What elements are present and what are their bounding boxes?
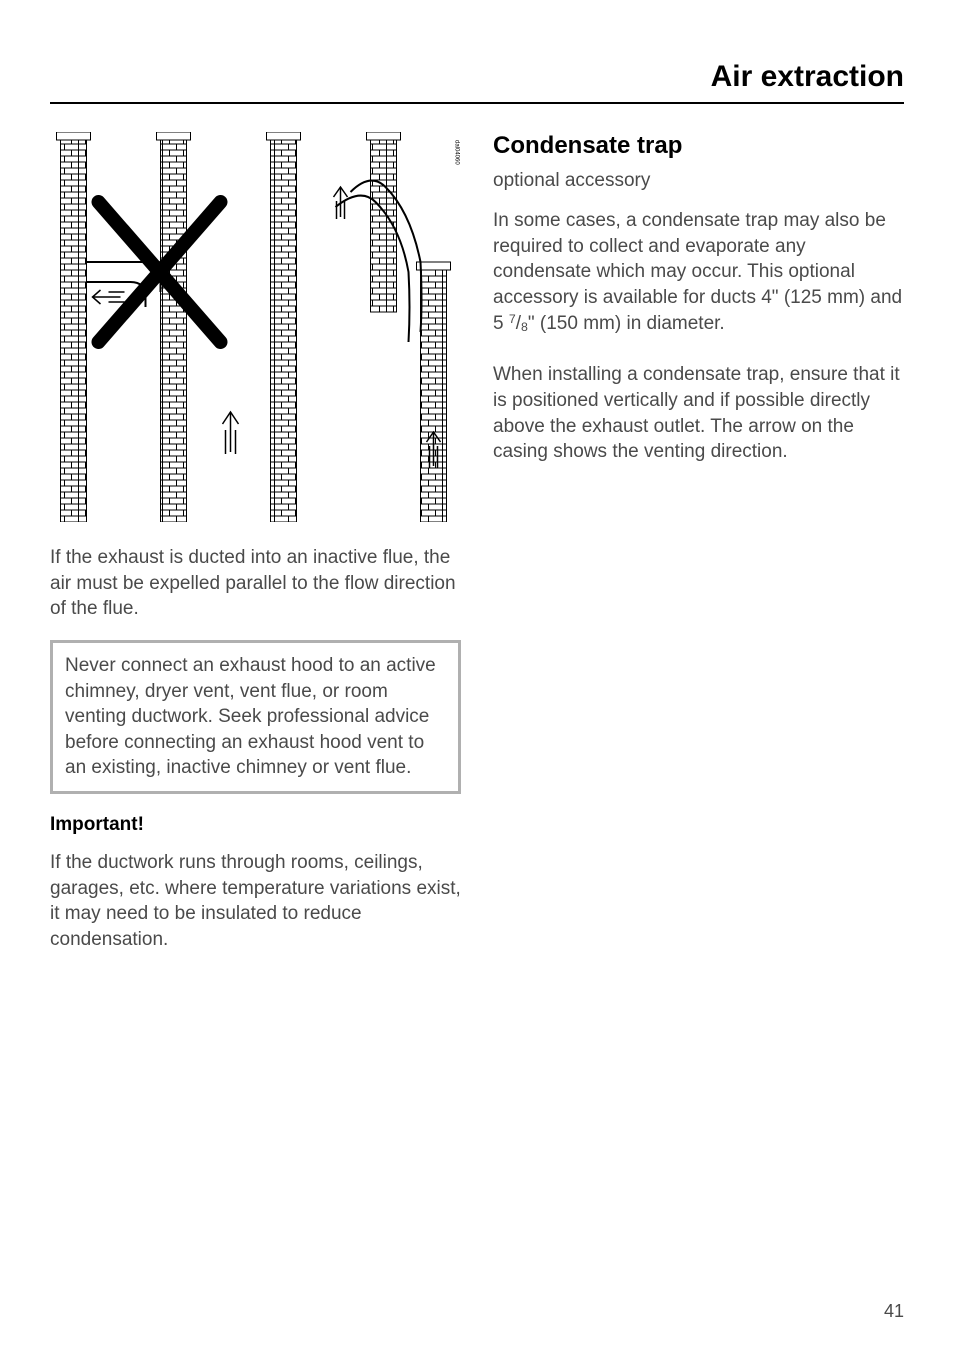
frac-num: 7 xyxy=(509,312,516,326)
right-column: Condensate trap optional accessory In so… xyxy=(493,132,904,971)
condensate-p1: In some cases, a condensate trap may als… xyxy=(493,208,904,336)
up-arrow-icon xyxy=(334,187,348,219)
p1-part-b: " (150 mm) in diameter. xyxy=(528,313,725,334)
flue-incorrect xyxy=(57,132,239,522)
important-label: Important! xyxy=(50,814,461,836)
figure-label: dal04060 xyxy=(454,140,460,165)
condensate-heading: Condensate trap xyxy=(493,132,904,160)
callout-text: Never connect an exhaust hood to an acti… xyxy=(65,653,446,781)
page-title: Air extraction xyxy=(50,60,904,104)
left-column: dal04060 xyxy=(50,132,461,971)
frac-den: 8 xyxy=(521,320,528,334)
insulation-paragraph: If the ductwork runs through rooms, ceil… xyxy=(50,850,461,953)
content-columns: dal04060 xyxy=(50,132,904,971)
condensate-p2: When installing a condensate trap, ensur… xyxy=(493,362,904,465)
flue-correct xyxy=(267,132,451,522)
page-number: 41 xyxy=(884,1301,904,1322)
fraction: 7/8 xyxy=(509,313,528,334)
flue-paragraph: If the exhaust is ducted into an inactiv… xyxy=(50,545,461,622)
cross-icon xyxy=(99,202,221,342)
up-arrow-icon xyxy=(223,412,239,454)
condensate-sub: optional accessory xyxy=(493,170,904,192)
warning-callout: Never connect an exhaust hood to an acti… xyxy=(50,640,461,794)
flue-diagram: dal04060 xyxy=(50,132,461,522)
